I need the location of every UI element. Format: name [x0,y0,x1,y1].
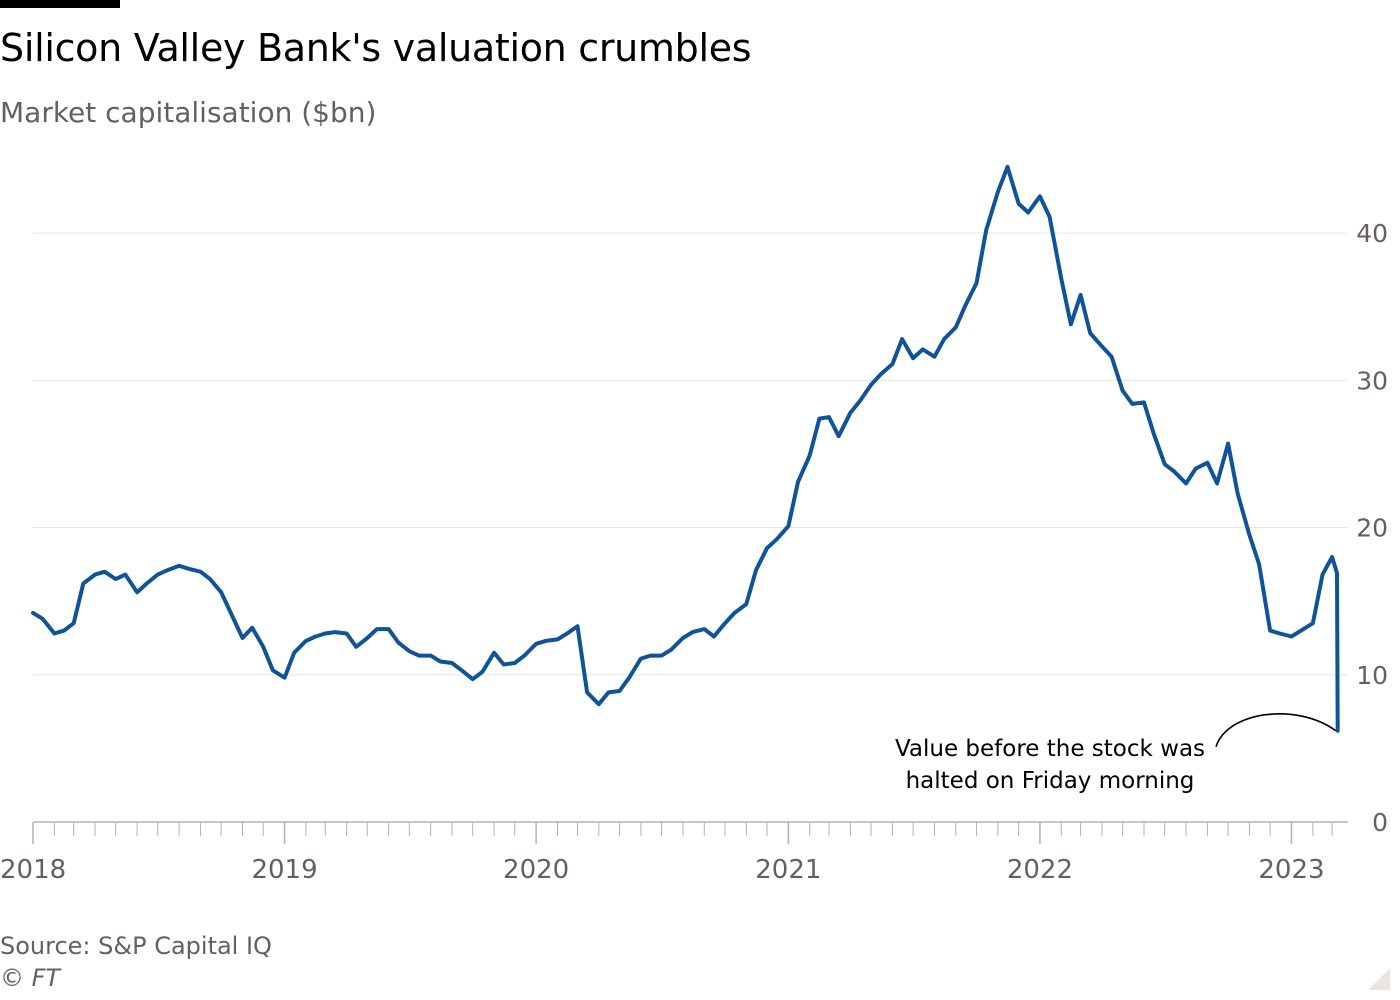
x-axis: 2018 2019 2020 2021 2022 2023 [0,821,1348,885]
annotation-line-1: Value before the stock was [895,736,1205,762]
gridlines [33,232,1348,676]
x-tick-label-2018: 2018 [0,855,66,885]
y-tick-label-30: 30 [1356,366,1388,395]
y-tick-label-20: 20 [1356,514,1388,543]
x-tick-label-2023: 2023 [1258,855,1324,885]
source-note: Source: S&P Capital IQ [0,932,272,960]
x-tick-label-2019: 2019 [251,855,317,885]
y-tick-label-40: 40 [1356,219,1388,248]
y-tick-label-10: 10 [1356,661,1388,690]
y-tick-label-0: 0 [1372,808,1388,837]
annotation-line-2: halted on Friday morning [906,768,1195,794]
y-axis: 0 10 20 30 40 [1356,219,1388,837]
annotation: Value before the stock was halted on Fri… [895,736,1205,794]
header-accent-bar [0,0,120,8]
chart-title: Silicon Valley Bank's valuation crumbles [0,26,752,70]
x-tick-label-2020: 2020 [503,855,569,885]
market-cap-series-line [31,164,1340,733]
chart-subtitle: Market capitalisation ($bn) [0,96,377,129]
line-chart: 2018 2019 2020 2021 2022 2023 0 10 20 30 40 Value… [0,164,1388,885]
annotation-leader-line [1215,713,1337,747]
x-tick-label-2021: 2021 [755,855,821,885]
copyright-note: © FT [0,964,61,992]
x-tick-label-2022: 2022 [1007,855,1073,885]
corner-fold [1368,968,1390,990]
